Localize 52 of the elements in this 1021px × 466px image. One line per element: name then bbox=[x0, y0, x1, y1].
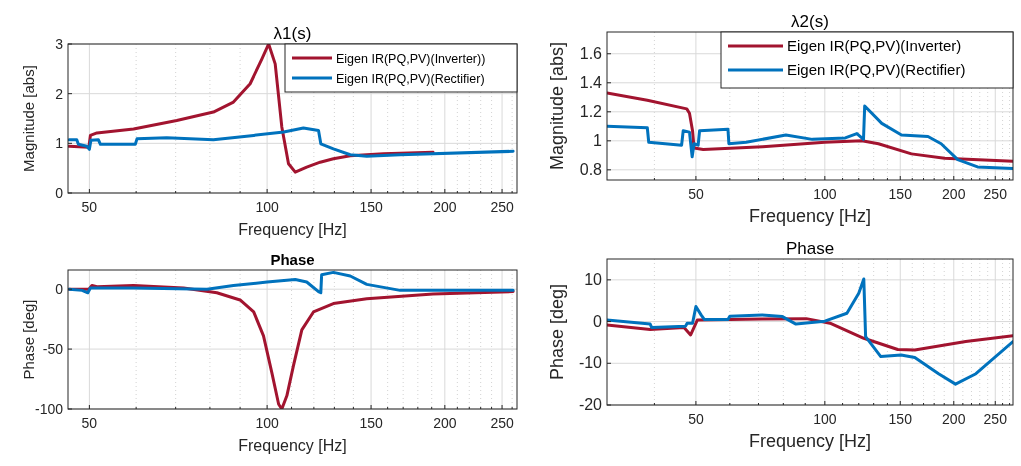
y-axis-title: Phase [deg] bbox=[547, 283, 567, 381]
x-tick-label: 150 bbox=[359, 199, 383, 215]
x-tick-label: 50 bbox=[81, 199, 98, 215]
x-tick-label: 250 bbox=[490, 199, 514, 215]
legend-label: Eigen IR(PQ,PV)(Rectifier) bbox=[787, 60, 966, 78]
y-tick-label: 1 bbox=[593, 131, 603, 149]
x-tick-label: 250 bbox=[490, 415, 514, 431]
x-tick-label: 100 bbox=[813, 186, 837, 202]
x-tick-label: 150 bbox=[888, 411, 913, 427]
x-tick-label: 200 bbox=[942, 411, 966, 427]
y-tick-label: 0.8 bbox=[579, 160, 603, 178]
y-tick-label: 0 bbox=[593, 312, 603, 330]
y-axis-title: Magnitude [abs] bbox=[20, 65, 37, 172]
x-tick-label: 250 bbox=[983, 411, 1008, 427]
chart-title: λ1(s) bbox=[273, 24, 312, 43]
legend-label: Eigen IR(PQ,PV)(Rectifier) bbox=[336, 71, 485, 86]
x-axis-title: Frequency [Hz] bbox=[238, 221, 347, 238]
x-axis-title: Frequency [Hz] bbox=[748, 431, 872, 451]
legend-label: Eigen IR(PQ,PV)(Inverter) bbox=[787, 36, 962, 54]
y-tick-label: 1 bbox=[55, 135, 64, 152]
x-tick-label: 150 bbox=[888, 186, 913, 202]
y-tick-label: -20 bbox=[578, 396, 603, 413]
x-tick-label: 100 bbox=[813, 411, 837, 427]
x-axis-title: Frequency [Hz] bbox=[238, 437, 347, 454]
y-tick-label: 0 bbox=[55, 185, 64, 201]
y-tick-label: 10 bbox=[584, 270, 603, 288]
y-axis-title: Magnitude [abs] bbox=[547, 41, 567, 171]
x-tick-label: 50 bbox=[688, 411, 704, 427]
x-tick-label: 250 bbox=[983, 186, 1008, 202]
chart-title: Phase bbox=[785, 239, 835, 258]
x-tick-label: 100 bbox=[255, 199, 279, 215]
y-axis-title: Phase [deg] bbox=[20, 299, 37, 380]
y-tick-label: 2 bbox=[55, 85, 64, 102]
x-tick-label: 200 bbox=[942, 186, 966, 202]
y-tick-label: -10 bbox=[578, 354, 603, 372]
y-tick-label: 1.6 bbox=[579, 44, 603, 62]
x-tick-label: 200 bbox=[433, 415, 457, 431]
y-tick-label: -100 bbox=[34, 401, 64, 417]
x-tick-label: 50 bbox=[688, 186, 704, 202]
x-tick-label: 200 bbox=[433, 199, 457, 215]
y-tick-label: 1.2 bbox=[579, 102, 603, 120]
y-tick-label: 0 bbox=[55, 281, 64, 298]
x-tick-label: 150 bbox=[359, 415, 383, 431]
x-tick-label: 50 bbox=[81, 415, 98, 431]
y-tick-label: 1.4 bbox=[579, 73, 603, 91]
chart-title: λ2(s) bbox=[791, 12, 829, 31]
y-tick-label: 3 bbox=[55, 36, 64, 52]
legend-label: Eigen IR(PQ,PV)(Inverter)) bbox=[336, 51, 486, 66]
x-axis-title: Frequency [Hz] bbox=[748, 206, 872, 226]
x-tick-label: 100 bbox=[255, 415, 279, 431]
y-tick-label: -50 bbox=[42, 341, 64, 358]
chart-title: Phase bbox=[270, 251, 315, 268]
